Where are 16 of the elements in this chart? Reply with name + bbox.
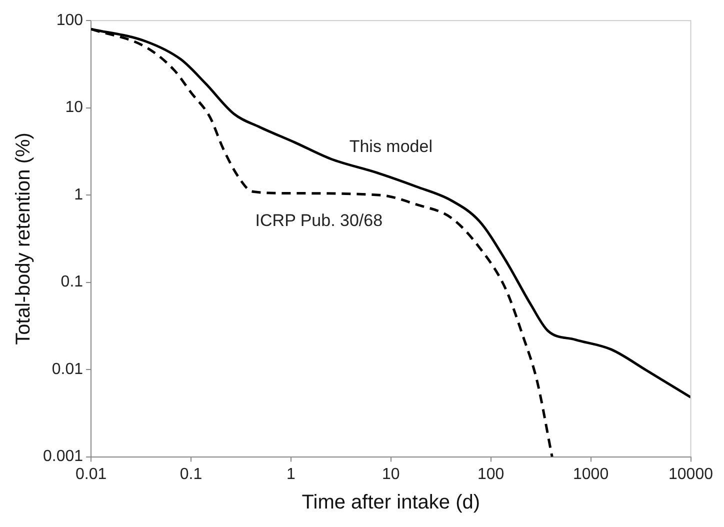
y-tick-label: 10 [65,99,84,116]
y-tick-label: 0.001 [42,448,84,466]
x-tick-label: 10 [382,466,400,483]
y-tick-label: 100 [56,12,84,30]
x-tick-label: 1 [286,466,296,483]
annotation: This model [349,136,432,156]
y-tick-label: 0.1 [60,274,84,291]
y-tick-label: 1 [74,186,84,204]
x-axis-title: Time after intake (d) [302,492,480,514]
x-tick-label: 10000 [668,466,714,483]
x-tick-label: 100 [477,466,504,483]
y-axis-title: Total-body retention (%) [12,132,35,345]
x-tick-label: 1000 [573,466,609,483]
x-tick-label: 0.1 [180,466,202,483]
annotation: ICRP Pub. 30/68 [255,210,383,230]
y-tick-label: 0.01 [52,360,84,378]
